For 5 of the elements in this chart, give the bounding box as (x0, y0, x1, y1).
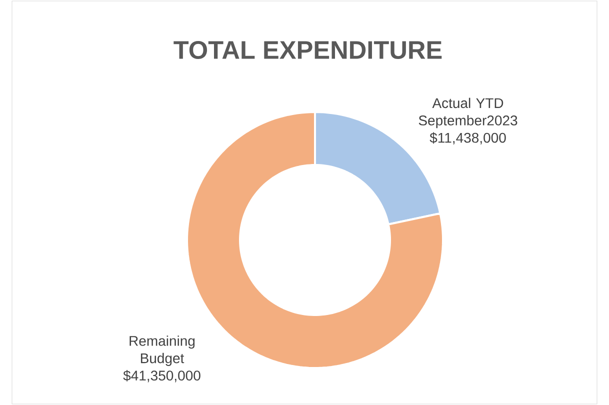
slice-label: Remaining Budget (130, 336, 195, 366)
slice-label: Actual YTD September2023 (418, 98, 518, 128)
data-label: $11,438,000 (430, 132, 506, 144)
chart-title: TOTAL EXPENDITURE (174, 41, 442, 59)
data-label: $41,350,000 (123, 370, 200, 382)
